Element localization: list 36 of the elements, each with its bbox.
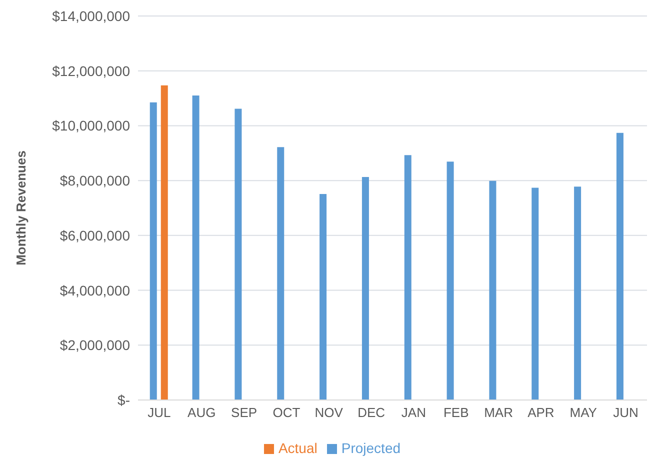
bar xyxy=(532,188,539,400)
x-tick-label: FEB xyxy=(443,405,469,420)
y-axis-title: Monthly Revenues xyxy=(14,150,29,266)
bar xyxy=(446,162,454,400)
bar xyxy=(574,186,582,400)
y-tick-label: $8,000,000 xyxy=(60,172,130,189)
bar xyxy=(150,102,157,400)
x-tick-label: OCT xyxy=(272,405,300,420)
bar xyxy=(489,180,496,400)
bar xyxy=(320,194,327,400)
x-tick-label: JAN xyxy=(401,405,426,420)
bar xyxy=(160,85,168,400)
y-tick-label: $10,000,000 xyxy=(52,118,130,134)
y-tick-label: $12,000,000 xyxy=(52,62,130,79)
bar xyxy=(192,96,200,400)
legend-label: Actual xyxy=(278,440,318,456)
x-tick-label: DEC xyxy=(358,405,386,420)
bar xyxy=(277,147,284,400)
y-tick-label: $2,000,000 xyxy=(60,337,130,354)
y-tick-label: $4,000,000 xyxy=(60,282,130,298)
bar xyxy=(404,155,412,400)
legend-label: Projected xyxy=(341,440,401,456)
x-tick-label: MAY xyxy=(570,405,598,420)
y-tick-label: $14,000,000 xyxy=(52,8,130,24)
x-tick-label: MAR xyxy=(484,405,513,420)
y-tick-label: $- xyxy=(118,392,130,408)
bar xyxy=(234,108,242,400)
bar xyxy=(616,132,624,400)
bar xyxy=(362,177,369,400)
x-tick-label: AUG xyxy=(188,405,216,420)
x-tick-label: APR xyxy=(528,405,554,420)
x-tick-label: JUL xyxy=(148,405,171,420)
x-tick-label: JUN xyxy=(613,405,638,420)
x-tick-label: SEP xyxy=(231,405,258,420)
y-tick-label: $6,000,000 xyxy=(60,227,130,244)
x-tick-label: NOV xyxy=(314,405,344,420)
